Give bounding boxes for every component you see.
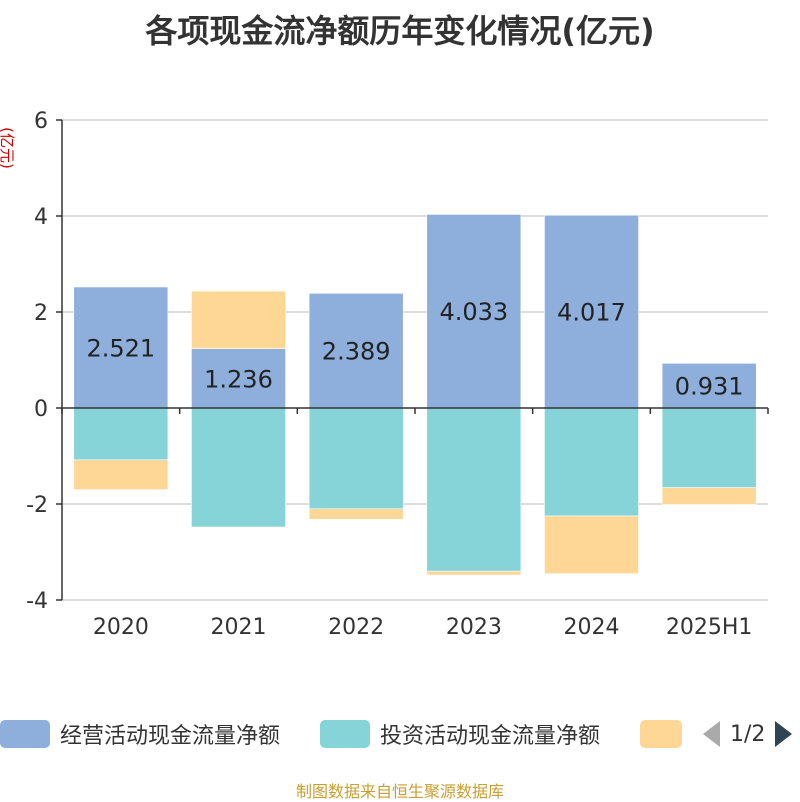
x-tick-label: 2022 [328,615,384,640]
bar-financing-2025H1 [661,487,757,505]
bar-operating-2024 [544,214,639,409]
legend-swatch-investing [320,720,370,748]
y-axis-unit-label: (亿元) [0,127,16,169]
data-label-operating: 2.389 [322,338,391,366]
legend-item-investing[interactable]: 投资活动现金流量净额 [320,716,600,752]
x-tick-label: 2023 [446,615,502,640]
y-tick-label: 0 [34,397,48,422]
bar-investing-2023 [426,407,522,572]
bar-operating-2023 [426,214,522,409]
bar-financing-2021 [191,290,286,349]
y-tick-label: 2 [34,301,48,326]
legend-item-operating[interactable]: 经营活动现金流量净额 [0,716,280,752]
bar-financing-2022 [308,508,404,520]
bar-operating-2025H1 [661,363,757,409]
x-tick-label: 2021 [211,615,267,640]
bar-operating-2020 [73,286,169,409]
y-tick-label: 6 [34,109,48,134]
legend-page-indicator: 1/2 [730,721,766,747]
bar-investing-2021 [191,407,286,528]
bar-operating-2022 [308,293,404,409]
axes: 6 4 2 0 -2 -4 2020 2021 2022 2023 2024 2025H1 [26,109,769,640]
legend-swatch-operating [0,720,50,748]
bar-investing-2025H1 [661,407,757,488]
legend-swatch-financing [640,720,682,748]
legend-next-page-icon[interactable] [775,721,793,747]
y-tick-label: 4 [34,205,48,230]
data-label-operating: 1.236 [204,365,273,393]
y-tick-label: -4 [26,589,48,614]
data-label-operating: 2.521 [86,334,155,362]
bar-investing-2022 [308,407,404,510]
legend-item-financing[interactable] [640,716,682,752]
legend-label-investing: 投资活动现金流量净额 [380,724,601,749]
grid-lines [62,119,768,601]
data-label-operating: 0.931 [675,373,744,401]
x-tick-label: 2020 [93,615,149,640]
bar-operating-2021 [191,348,286,409]
bar-financing-2024 [544,515,639,574]
y-tick-label: -2 [26,493,48,518]
x-tick-label: 2025H1 [666,615,753,640]
data-label-operating: 4.033 [439,298,508,326]
legend: 经营活动现金流量净额 投资活动现金流量净额 1/2 [0,716,800,752]
legend-pager: 1/2 [703,716,793,752]
data-label-operating: 4.017 [557,299,626,327]
bar-investing-2020 [73,407,169,461]
legend-label-operating: 经营活动现金流量净额 [60,724,281,749]
x-tick-label: 2024 [564,615,620,640]
data-labels: 2.521 1.236 2.389 4.033 4.017 0.931 [86,298,743,400]
chart-title: 各项现金流净额历年变化情况(亿元) [145,12,655,50]
bar-financing-2020 [73,459,169,490]
bar-financing-2023 [426,570,522,576]
legend-prev-page-icon[interactable] [703,721,720,747]
data-source-note: 制图数据来自恒生聚源数据库 [295,782,504,801]
bars [73,214,757,576]
bar-investing-2024 [544,407,639,517]
